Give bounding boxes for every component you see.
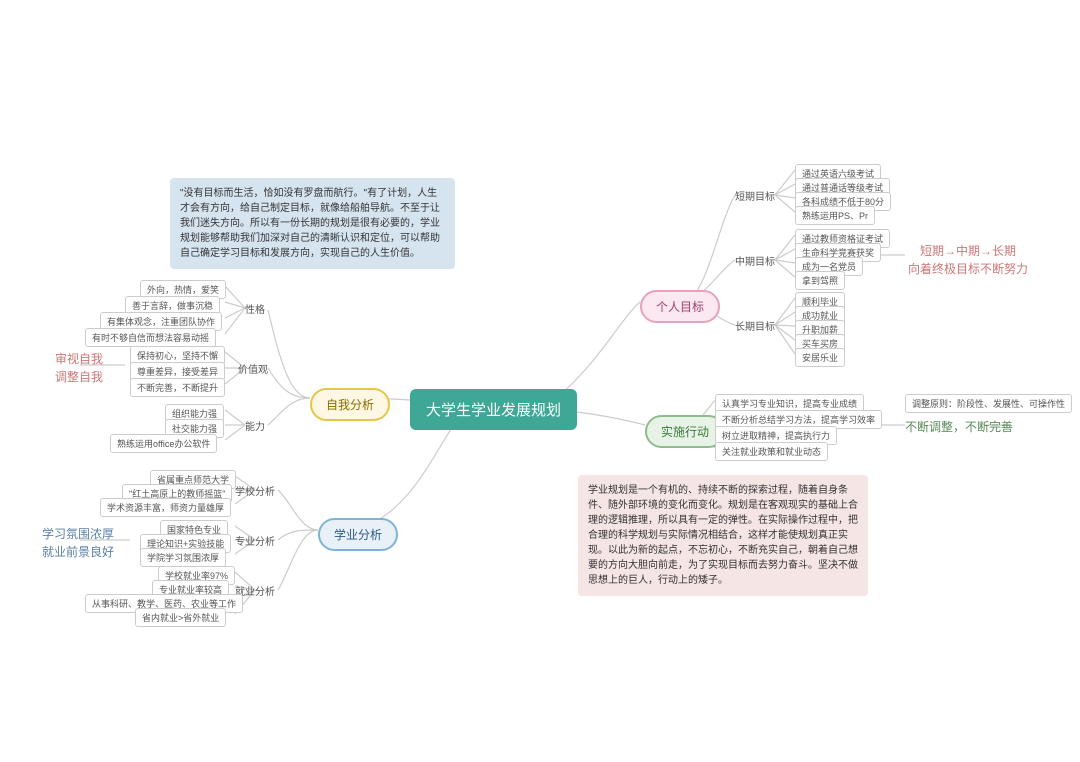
- side-right2: 不断调整，不断完善: [905, 418, 1013, 436]
- leaf-ac4: 关注就业政策和就业动态: [715, 442, 828, 461]
- sub-personality[interactable]: 性格: [245, 301, 265, 316]
- node-personal-goal[interactable]: 个人目标: [640, 290, 720, 323]
- side-right3: 调整原则：阶段性、发展性、可操作性: [905, 394, 1072, 413]
- sub-long-goal[interactable]: 长期目标: [735, 318, 775, 333]
- leaf-a3: 熟练运用office办公软件: [110, 434, 217, 453]
- intro-text: "没有目标而生活，恰如没有罗盘而航行。"有了计划，人生才会有方向，给自己制定目标…: [170, 178, 455, 269]
- leaf-j4: 省内就业>省外就业: [135, 608, 226, 627]
- sub-short-goal[interactable]: 短期目标: [735, 188, 775, 203]
- leaf-mt4: 拿到驾照: [795, 271, 845, 290]
- sub-values[interactable]: 价值观: [238, 361, 268, 376]
- leaf-st4: 熟练运用PS、Pr: [795, 206, 875, 225]
- sub-mid-goal[interactable]: 中期目标: [735, 253, 775, 268]
- sub-major[interactable]: 专业分析: [235, 533, 275, 548]
- center-topic[interactable]: 大学生学业发展规划: [410, 389, 577, 430]
- node-univ-analysis[interactable]: 学业分析: [318, 518, 398, 551]
- node-action[interactable]: 实施行动: [645, 415, 725, 448]
- side-left2: 学习氛围浓厚就业前景良好: [42, 525, 114, 561]
- leaf-lt5: 安居乐业: [795, 348, 845, 367]
- summary-text: 学业规划是一个有机的、持续不断的探索过程，随着自身条件、随外部环境的变化而变化。…: [578, 475, 868, 596]
- leaf-p4: 有时不够自信而想法容易动摇: [85, 328, 216, 347]
- leaf-v3: 不断完善，不断提升: [130, 378, 225, 397]
- side-right1: 短期→中期→长期向着终极目标不断努力: [908, 242, 1028, 278]
- sub-school[interactable]: 学校分析: [235, 483, 275, 498]
- leaf-m3: 学院学习氛围浓厚: [140, 548, 226, 567]
- node-self-analysis[interactable]: 自我分析: [310, 388, 390, 421]
- sub-ability[interactable]: 能力: [245, 418, 265, 433]
- leaf-s3: 学术资源丰富，师资力量雄厚: [100, 498, 231, 517]
- side-left1: 审视自我调整自我: [55, 350, 103, 386]
